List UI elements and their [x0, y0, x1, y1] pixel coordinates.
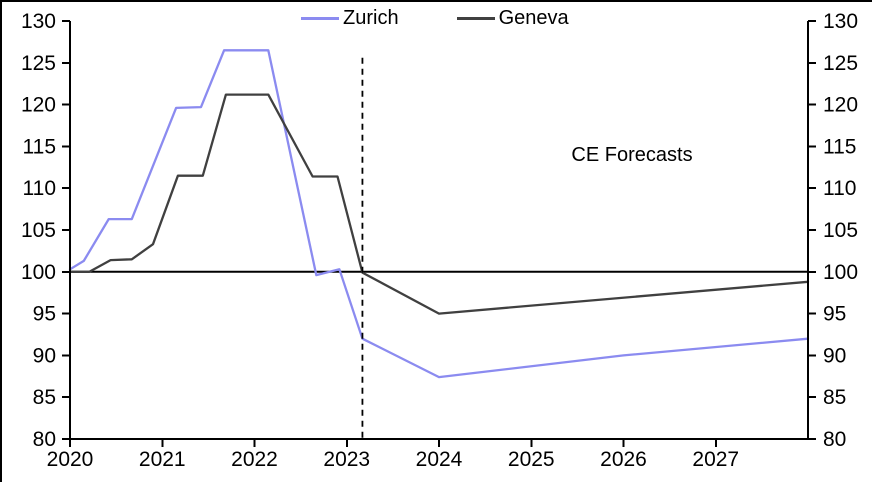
zurich-line-swatch-icon: [301, 17, 339, 20]
x-tick-label: 2024: [416, 448, 463, 471]
legend-item-zurich: Zurich: [301, 7, 399, 30]
y-tick-label-right: 130: [823, 10, 858, 33]
x-tick-label: 2027: [692, 448, 739, 471]
legend-label-zurich: Zurich: [343, 7, 399, 29]
legend-item-geneva: Geneva: [456, 7, 569, 30]
geneva-line-swatch-icon: [456, 17, 495, 20]
y-tick-label-right: 115: [823, 135, 856, 158]
chart-legend: Zurich Geneva: [301, 7, 569, 30]
y-tick-label-left: 90: [33, 344, 56, 367]
y-tick-label-right: 105: [823, 219, 858, 242]
series-line-zurich: [68, 49, 810, 379]
x-tick-label: 2021: [139, 448, 186, 471]
y-tick-label-right: 120: [823, 94, 858, 117]
legend-label-geneva: Geneva: [498, 7, 569, 29]
y-tick-label-right: 85: [823, 386, 846, 409]
series-line-geneva: [68, 93, 810, 315]
y-tick-label-left: 105: [21, 219, 56, 242]
y-tick-label-right: 125: [823, 52, 858, 75]
y-tick-label-left: 110: [23, 177, 56, 200]
y-tick-label-left: 95: [33, 303, 56, 326]
y-tick-label-right: 100: [823, 261, 858, 284]
x-tick-label: 2025: [508, 448, 555, 471]
y-tick-label-left: 125: [21, 52, 56, 75]
y-tick-label-right: 90: [823, 344, 846, 367]
y-tick-label-left: 130: [21, 10, 56, 33]
y-tick-label-left: 85: [33, 386, 56, 409]
forecast-annotation: CE Forecasts: [571, 144, 693, 166]
y-tick-label-right: 95: [823, 303, 846, 326]
y-tick-label-left: 120: [21, 94, 56, 117]
y-tick-label-left: 100: [21, 261, 56, 284]
y-tick-label-left: 80: [33, 428, 56, 451]
y-tick-label-right: 110: [823, 177, 856, 200]
y-tick-label-left: 115: [23, 135, 56, 158]
x-tick-label: 2026: [600, 448, 647, 471]
x-tick-label: 2022: [231, 448, 278, 471]
x-tick-label: 2023: [323, 448, 370, 471]
y-tick-label-right: 80: [823, 428, 846, 451]
x-tick-label: 2020: [47, 448, 94, 471]
